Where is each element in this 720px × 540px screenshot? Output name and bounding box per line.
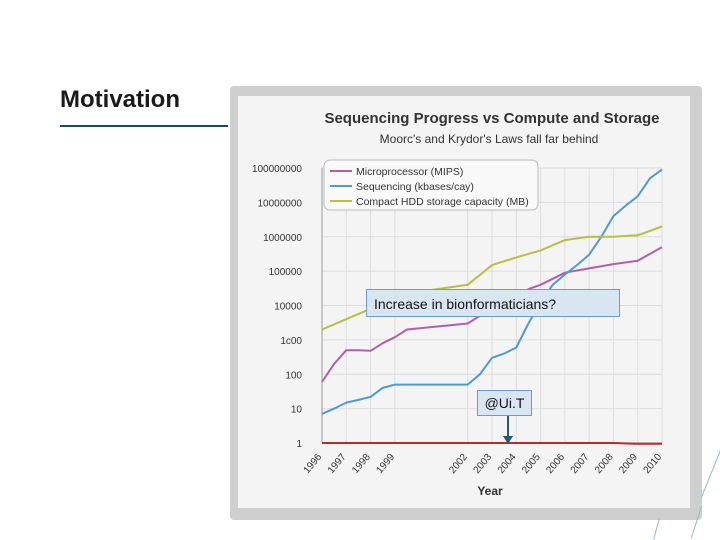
callout-bioinformaticians: Increase in bionformaticians? bbox=[366, 289, 620, 317]
x-axis-label: Year bbox=[477, 484, 503, 498]
x-tick-label: 1998 bbox=[350, 452, 373, 476]
y-tick-label: 10 bbox=[291, 405, 303, 416]
y-tick-label: 10000 bbox=[274, 302, 302, 313]
axes: 1 10 100 1c00 10000 100000 1000000 10000000 1000… bbox=[252, 164, 665, 476]
x-tick-label: 1996 bbox=[302, 452, 325, 476]
x-tick-label: 1997 bbox=[326, 452, 349, 476]
x-tick-label: 2010 bbox=[642, 452, 665, 476]
y-tick-label: 100 bbox=[285, 370, 302, 381]
series-line-3 bbox=[322, 442, 662, 445]
x-tick-label: 2007 bbox=[569, 452, 592, 476]
y-tick-label: 10000000 bbox=[258, 198, 303, 209]
legend-label: Compact HDD storage capacity (MB) bbox=[356, 196, 529, 208]
x-tick-label: 2006 bbox=[544, 452, 567, 476]
y-tick-label: 100000000 bbox=[252, 164, 302, 175]
x-tick-label: 2009 bbox=[617, 452, 640, 476]
y-tick-label: 1000000 bbox=[263, 233, 302, 244]
y-tick-label: 1 bbox=[296, 439, 302, 450]
x-tick-label: 2005 bbox=[520, 452, 543, 476]
callout-uit: @Ui.T bbox=[477, 390, 532, 416]
series-line-1 bbox=[321, 168, 663, 415]
chart-title: Sequencing Progress vs Compute and Stora… bbox=[324, 110, 659, 127]
legend: Microprocessor (MIPS) Sequencing (kbases/… bbox=[323, 159, 539, 211]
x-tick-label: 1999 bbox=[374, 452, 397, 476]
title-underline bbox=[60, 125, 228, 127]
x-tick-label: 2003 bbox=[472, 452, 495, 476]
x-tick-label: 2004 bbox=[496, 452, 519, 476]
chart-subtitle: Moorc's and Krydor's Laws fall far behin… bbox=[380, 132, 599, 146]
y-tick-label: 100000 bbox=[269, 267, 303, 278]
callout-pointer-head bbox=[503, 436, 513, 444]
y-tick-label: 1c00 bbox=[280, 336, 302, 347]
x-tick-label: 2008 bbox=[593, 452, 616, 476]
legend-label: Microprocessor (MIPS) bbox=[356, 166, 463, 178]
x-tick-label: 2002 bbox=[447, 452, 470, 476]
legend-box bbox=[323, 159, 539, 211]
slide-title: Motivation bbox=[60, 86, 180, 113]
legend-label: Sequencing (kbases/cay) bbox=[356, 181, 474, 193]
